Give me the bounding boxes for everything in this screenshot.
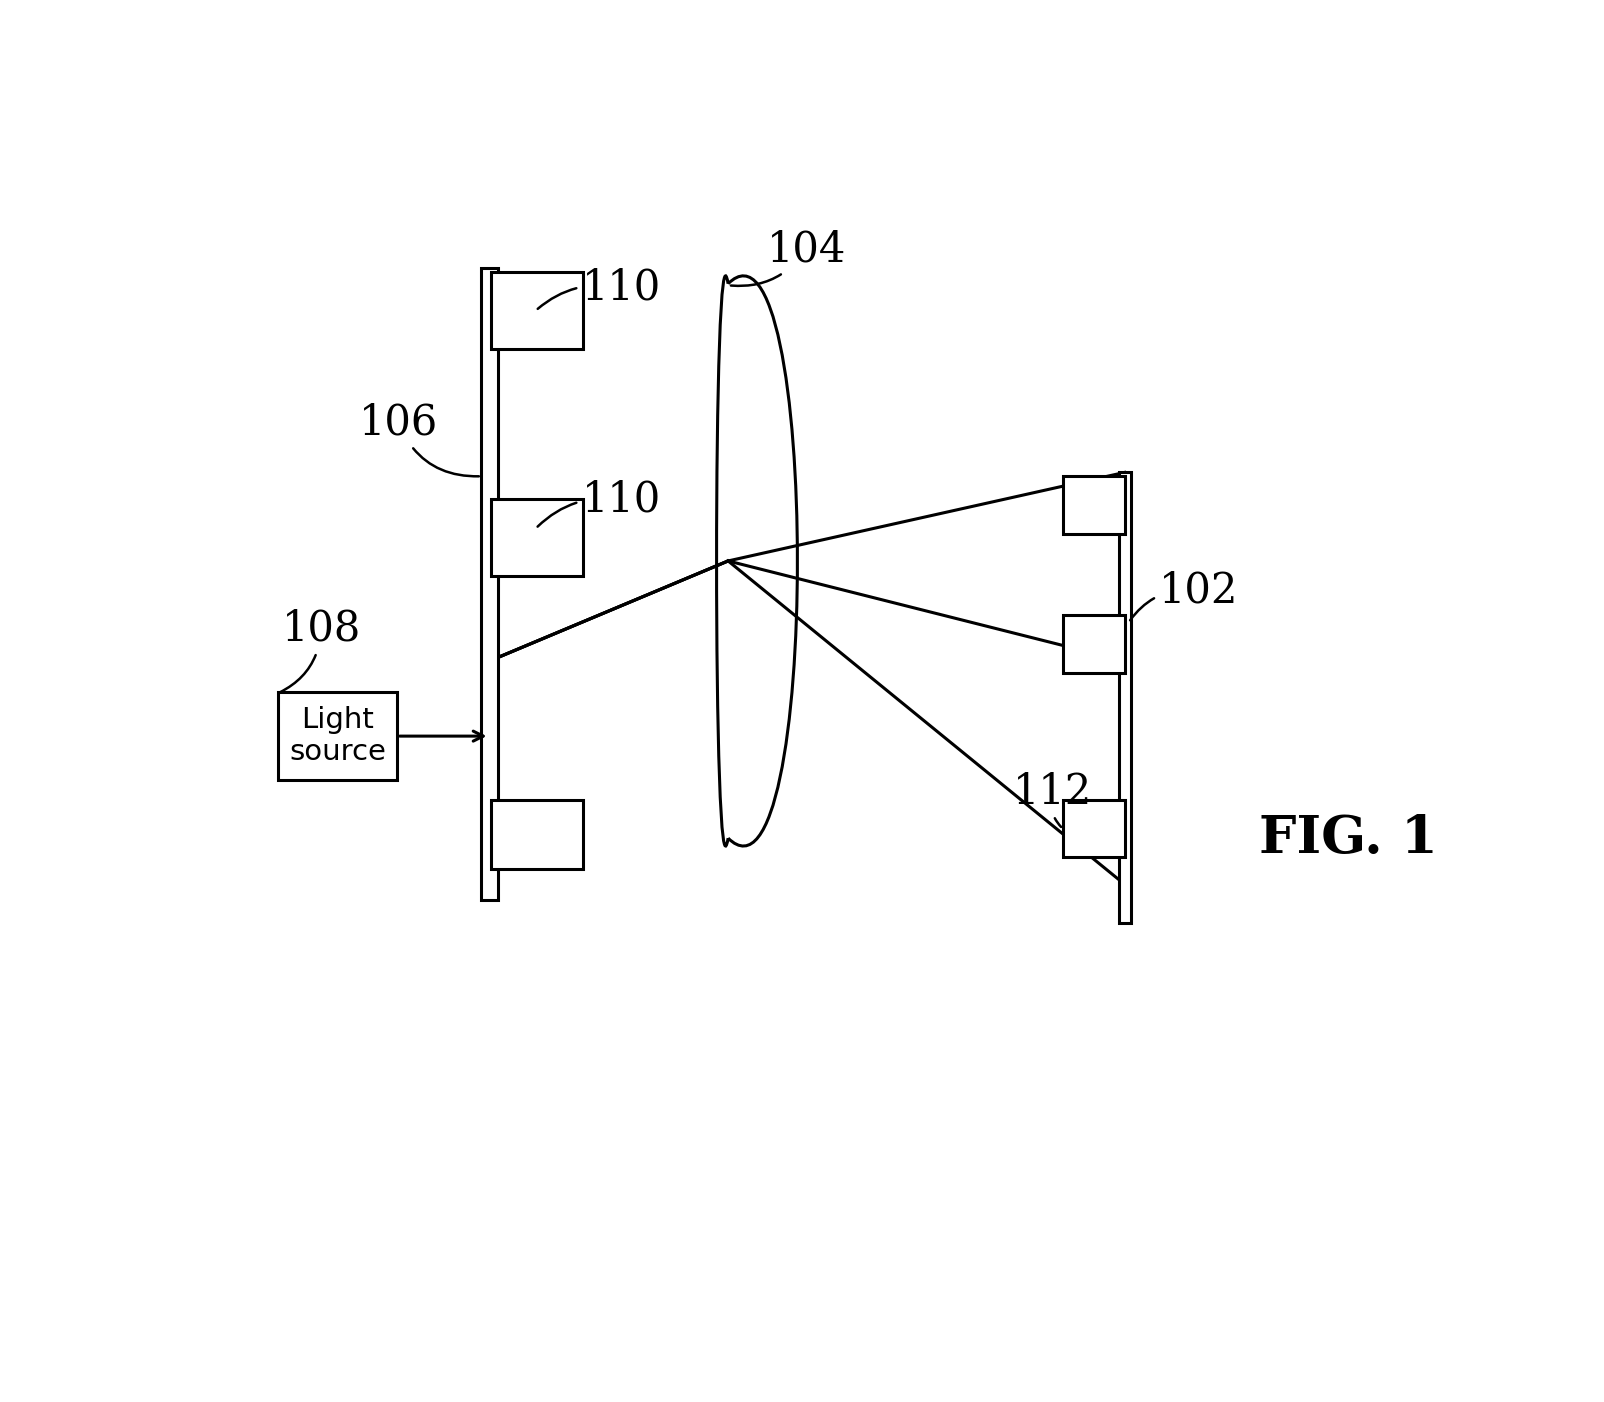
Text: FIG. 1: FIG. 1 xyxy=(1259,813,1439,864)
Text: 110: 110 xyxy=(537,266,661,308)
Text: 104: 104 xyxy=(731,229,845,286)
Bar xyxy=(491,272,584,349)
Bar xyxy=(491,799,584,869)
Bar xyxy=(1063,799,1124,858)
Text: Light
source: Light source xyxy=(289,707,387,767)
Bar xyxy=(1063,477,1124,534)
Text: 108: 108 xyxy=(281,607,361,693)
Text: 106: 106 xyxy=(359,401,480,477)
Bar xyxy=(1063,615,1124,673)
Bar xyxy=(1118,472,1131,923)
Text: 102: 102 xyxy=(1131,569,1238,620)
Text: 110: 110 xyxy=(537,478,661,527)
Text: 112: 112 xyxy=(1014,771,1092,827)
Bar xyxy=(491,499,584,576)
Bar xyxy=(277,691,398,781)
Bar xyxy=(481,268,497,900)
